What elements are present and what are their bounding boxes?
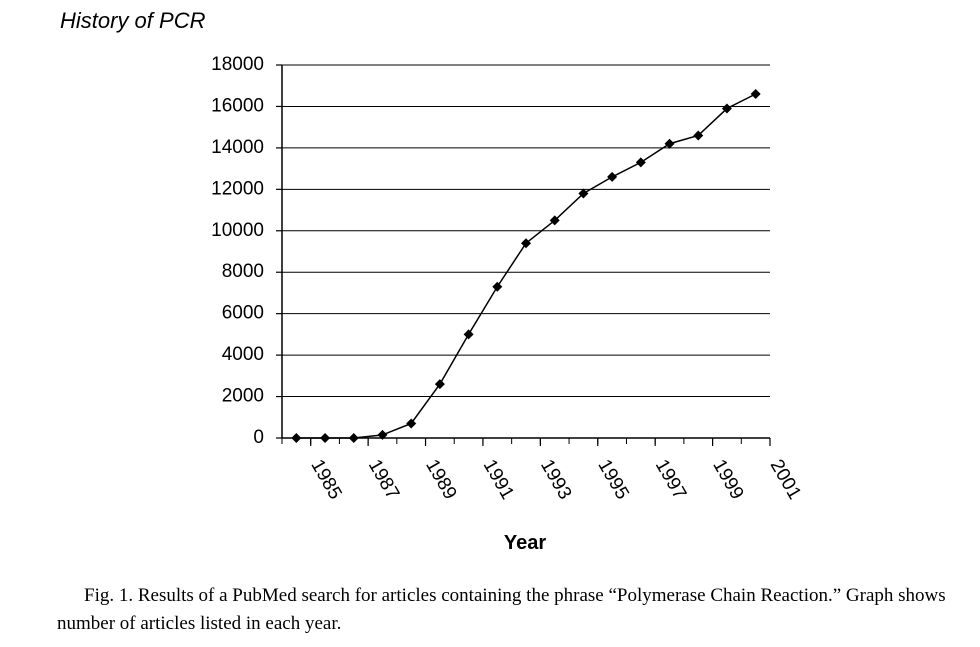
marker (521, 238, 531, 249)
marker (750, 89, 761, 100)
marker (463, 329, 474, 340)
marker (492, 281, 503, 292)
marker (377, 429, 388, 440)
chart-title: History of PCR (60, 8, 206, 33)
marker (406, 418, 417, 429)
marker (607, 171, 618, 182)
y-tick-label: 8000 (222, 261, 264, 282)
y-tick-label: 12000 (211, 178, 264, 199)
marker (693, 130, 704, 141)
y-tick-label: 6000 (222, 303, 264, 324)
y-tick-label: 14000 (211, 137, 264, 158)
marker (434, 379, 445, 390)
y-tick-label: 0 (253, 427, 264, 448)
marker (348, 433, 359, 443)
y-tick-label: 16000 (211, 95, 264, 116)
x-tick-label: 1985 (306, 456, 345, 503)
x-tick-label: 1997 (651, 456, 690, 503)
y-tick-label: 2000 (222, 386, 264, 407)
x-tick-label: 1991 (479, 456, 518, 503)
x-tick-label: 1999 (708, 456, 747, 503)
marker (664, 138, 675, 149)
marker (635, 157, 646, 168)
marker (291, 433, 302, 443)
line (296, 93, 756, 439)
chart: History of PCR Year 0 2000 4000 6000 8000 100… (60, 8, 805, 554)
x-tick-label: 1995 (593, 456, 632, 503)
x-tick-label: 1987 (364, 456, 403, 503)
x-tick-label: 1989 (421, 456, 460, 503)
caption: Fig. 1. Results of a PubMed search for a… (57, 585, 946, 634)
x-axis-label: Year (504, 532, 546, 554)
x-tick-label: 2001 (766, 456, 805, 503)
marker (549, 215, 560, 226)
marker (721, 103, 732, 114)
y-tick-label: 4000 (222, 344, 264, 365)
marker (578, 188, 589, 199)
y-tick-label: 18000 (211, 54, 264, 75)
y-tick-label: 10000 (211, 220, 264, 241)
marker (320, 433, 331, 443)
x-tick-label: 1993 (536, 456, 575, 503)
